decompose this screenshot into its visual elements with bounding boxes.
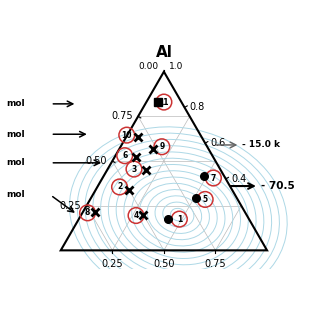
Text: 2: 2 <box>117 182 122 191</box>
Text: mol: mol <box>6 190 25 199</box>
Text: mol: mol <box>6 100 25 108</box>
Text: 7: 7 <box>211 173 216 182</box>
Text: 0.8: 0.8 <box>190 102 205 112</box>
Text: 6: 6 <box>122 151 127 160</box>
Text: 9: 9 <box>159 142 164 151</box>
Text: 10: 10 <box>122 131 132 140</box>
Text: - 70.5: - 70.5 <box>261 181 295 191</box>
Text: 0.75: 0.75 <box>111 111 133 121</box>
Text: 0.25: 0.25 <box>101 259 123 268</box>
Text: 0.4: 0.4 <box>231 174 246 184</box>
Text: 0.50: 0.50 <box>86 156 107 166</box>
Text: 8: 8 <box>85 208 90 217</box>
Text: 0.75: 0.75 <box>205 259 226 268</box>
Text: 0.6: 0.6 <box>210 138 226 148</box>
Text: 0.25: 0.25 <box>60 201 81 211</box>
Text: Al: Al <box>156 45 172 60</box>
Text: 5: 5 <box>203 195 208 204</box>
Text: 0.00: 0.00 <box>139 62 159 71</box>
Text: - 15.0 k: - 15.0 k <box>242 140 280 149</box>
Text: 0.50: 0.50 <box>153 259 175 268</box>
Text: 11: 11 <box>159 98 169 107</box>
Text: mol: mol <box>6 130 25 139</box>
Text: 4: 4 <box>133 211 139 220</box>
Text: 1.0: 1.0 <box>169 62 183 71</box>
Text: mol: mol <box>6 158 25 167</box>
Text: 3: 3 <box>132 164 137 173</box>
Text: 1: 1 <box>177 215 182 224</box>
